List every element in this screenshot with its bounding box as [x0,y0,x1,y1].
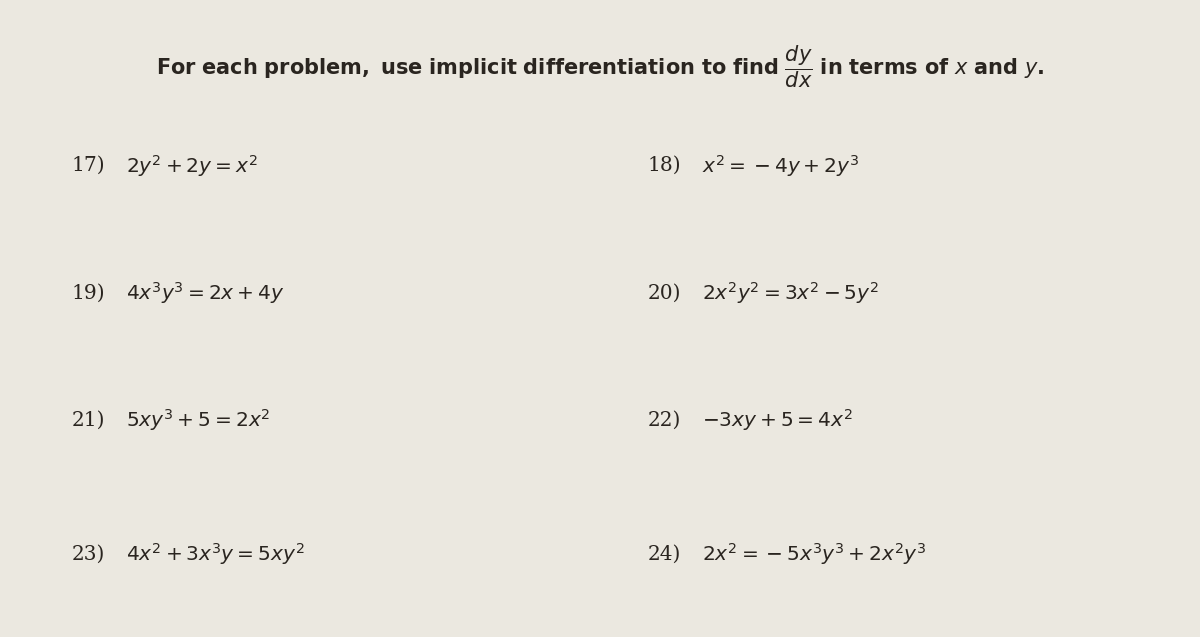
Text: 24): 24) [648,545,682,564]
Text: 20): 20) [648,283,682,303]
Text: $5xy^3+5=2x^2$: $5xy^3+5=2x^2$ [126,408,270,433]
Text: $4x^2+3x^3y=5xy^2$: $4x^2+3x^3y=5xy^2$ [126,541,305,567]
Text: 19): 19) [72,283,106,303]
Text: 17): 17) [72,156,106,175]
Text: $-3xy+5=4x^2$: $-3xy+5=4x^2$ [702,408,853,433]
Text: 18): 18) [648,156,682,175]
Text: $x^2=-4y+2y^3$: $x^2=-4y+2y^3$ [702,153,859,178]
Text: $2x^2y^2=3x^2-5y^2$: $2x^2y^2=3x^2-5y^2$ [702,280,880,306]
Text: $4x^3y^3=2x+4y$: $4x^3y^3=2x+4y$ [126,280,284,306]
Text: 21): 21) [72,411,106,430]
Text: $2y^2+2y=x^2$: $2y^2+2y=x^2$ [126,153,258,178]
Text: $2x^2=-5x^3y^3+2x^2y^3$: $2x^2=-5x^3y^3+2x^2y^3$ [702,541,926,567]
Text: 22): 22) [648,411,682,430]
Text: 23): 23) [72,545,106,564]
Text: $\mathbf{For\ each\ problem,\ use\ implicit\ differentiation\ to\ find}\ \dfrac{: $\mathbf{For\ each\ problem,\ use\ impli… [156,43,1044,90]
